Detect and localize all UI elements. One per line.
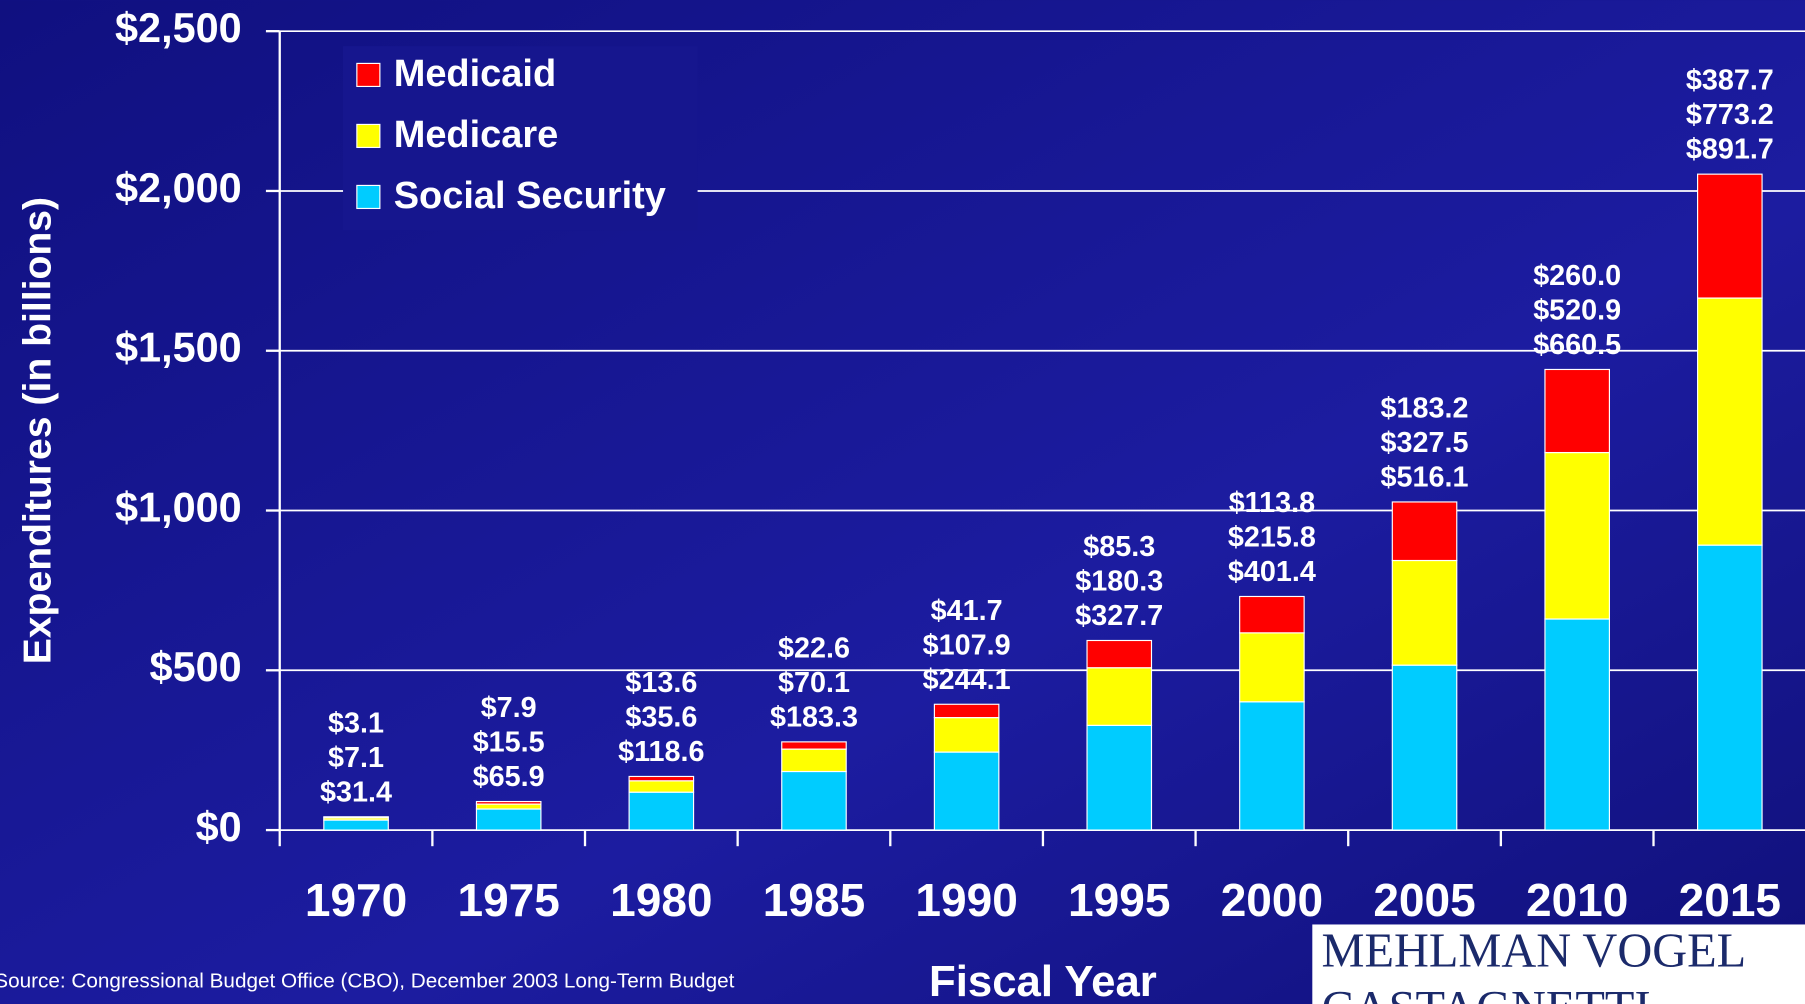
y-axis-label: Expenditures (in billions) xyxy=(17,197,60,664)
bar-segment xyxy=(1239,595,1305,634)
source-note: Source: Congressional Budget Office (CBO… xyxy=(0,969,735,992)
value-label: $41.7 xyxy=(931,595,1003,627)
value-label: $260.0 xyxy=(1533,260,1621,292)
x-tick-label: 2000 xyxy=(1221,874,1323,926)
bar-segment xyxy=(1239,632,1305,703)
bar-segment xyxy=(1086,639,1153,669)
bar-segment xyxy=(933,717,1000,753)
value-label: $107.9 xyxy=(923,629,1011,661)
y-tick-label: $1,000 xyxy=(115,483,242,530)
x-axis-label: Fiscal Year xyxy=(929,957,1157,1004)
value-label: $180.3 xyxy=(1075,566,1163,598)
bar-segment xyxy=(1086,724,1153,831)
y-tick-label: $2,000 xyxy=(115,164,242,211)
bar-segment xyxy=(628,775,695,782)
value-label: $13.6 xyxy=(625,667,697,699)
value-label: $520.9 xyxy=(1533,295,1621,327)
bar-segment xyxy=(1391,559,1458,666)
value-label: $387.7 xyxy=(1686,65,1774,97)
value-label: $15.5 xyxy=(473,727,545,759)
value-label: $7.9 xyxy=(481,692,537,724)
value-label: $244.1 xyxy=(923,664,1011,696)
bar-segment xyxy=(1544,368,1610,454)
bar-segment xyxy=(475,800,542,805)
value-label: $35.6 xyxy=(625,701,697,733)
value-label: $31.4 xyxy=(320,776,392,808)
x-tick-label: 1980 xyxy=(610,874,712,926)
value-label: $327.7 xyxy=(1075,600,1163,632)
bar-segment xyxy=(1697,173,1763,299)
value-label: $516.1 xyxy=(1381,462,1469,494)
value-label: $113.8 xyxy=(1229,487,1315,519)
value-label: $118.6 xyxy=(618,736,704,768)
x-tick-label: 1990 xyxy=(915,874,1017,926)
x-tick-label: 1995 xyxy=(1068,874,1170,926)
logo-box xyxy=(1312,924,1805,1004)
legend-box xyxy=(343,46,698,231)
bar-segment xyxy=(475,803,542,810)
bar-segment xyxy=(1697,297,1763,546)
logo-text: MEHLMAN VOGEL xyxy=(1322,925,1747,978)
x-tick-label: 1985 xyxy=(763,874,865,926)
bar-segment xyxy=(1391,664,1458,831)
x-tick-label: 1970 xyxy=(305,874,407,926)
value-label: $70.1 xyxy=(778,667,850,699)
bar-segment xyxy=(475,808,542,831)
legend-label: Medicare xyxy=(394,114,559,156)
bar-segment xyxy=(781,748,847,773)
bar-segment xyxy=(323,816,389,819)
value-label: $183.3 xyxy=(770,701,858,733)
bar-segment xyxy=(1239,701,1305,831)
y-tick-label: $500 xyxy=(150,643,242,690)
value-label: $773.2 xyxy=(1686,99,1774,131)
bar-segment xyxy=(781,770,847,831)
bar-segment xyxy=(1544,451,1610,620)
x-tick-label: 2005 xyxy=(1373,874,1475,926)
y-tick-label: $2,500 xyxy=(115,4,242,51)
bar-segment xyxy=(1086,667,1153,726)
bar-segment xyxy=(628,780,695,793)
value-label: $3.1 xyxy=(328,707,384,739)
x-tick-label: 1975 xyxy=(457,874,559,926)
bar-segment xyxy=(1544,618,1610,831)
value-label: $327.5 xyxy=(1381,427,1469,459)
value-label: $660.5 xyxy=(1533,329,1621,361)
legend-swatch xyxy=(356,123,381,149)
value-label: $22.6 xyxy=(778,632,850,664)
bar-segment xyxy=(628,791,695,831)
y-tick-label: $1,500 xyxy=(115,324,242,371)
value-label: $65.9 xyxy=(473,761,545,793)
legend-label: Medicaid xyxy=(394,53,556,95)
value-label: $891.7 xyxy=(1686,134,1774,166)
bar-segment xyxy=(933,751,1000,831)
legend-swatch xyxy=(356,62,381,88)
bar-segment xyxy=(323,819,389,831)
legend-label: Social Security xyxy=(394,175,666,217)
bar-segment xyxy=(933,703,1000,719)
value-label: $85.3 xyxy=(1083,531,1155,563)
bar-segment xyxy=(781,741,847,750)
y-tick-label: $0 xyxy=(196,803,242,850)
x-tick-label: 2010 xyxy=(1526,874,1628,926)
bar-segment xyxy=(1697,544,1763,831)
legend-swatch xyxy=(356,184,381,210)
value-label: $183.2 xyxy=(1381,392,1469,424)
logo-text: CASTAGNETTI xyxy=(1322,982,1651,1004)
x-tick-label: 2015 xyxy=(1679,874,1781,926)
bar-segment xyxy=(1391,501,1458,562)
value-label: $7.1 xyxy=(328,742,384,774)
value-label: $215.8 xyxy=(1228,522,1316,554)
value-label: $401.4 xyxy=(1228,556,1316,588)
